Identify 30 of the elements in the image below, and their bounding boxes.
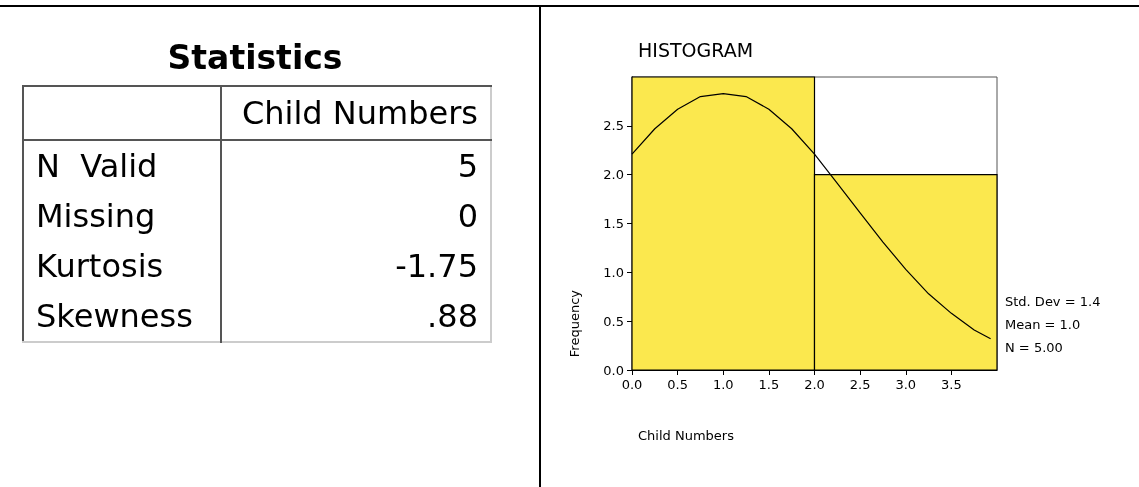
text: .88	[427, 297, 478, 335]
y-tick-label: 2.0	[603, 167, 624, 183]
x-tick-label: 1.5	[758, 377, 780, 392]
y-axis-title: Frequency	[567, 289, 582, 358]
y-tick-label: 0.5	[603, 313, 624, 329]
y-tick-label: 1.5	[603, 216, 624, 231]
text: -1.75	[395, 247, 478, 285]
x-tick-label: 3.5	[941, 377, 962, 392]
category-label: N Valid	[36, 147, 158, 185]
x-tick-label: 1.0	[712, 377, 734, 392]
x-tick-label: 3.0	[895, 377, 917, 392]
category-label: Skewness	[36, 297, 193, 335]
category-label: Missing	[36, 197, 156, 235]
x-tick-label: 2.0	[804, 377, 825, 392]
category-label: Kurtosis	[36, 247, 164, 285]
text: 0	[457, 197, 478, 235]
x-tick-label: 0.0	[621, 377, 643, 392]
text: 5	[457, 147, 478, 185]
text: N = 5.00	[1005, 340, 1063, 355]
x-axis-title: Child Numbers	[638, 428, 735, 443]
chart-title: HISTOGRAM	[638, 38, 754, 61]
text: Statistics	[166, 38, 344, 77]
x-tick-label: 0.5	[667, 377, 688, 392]
y-tick-label: 2.5	[603, 118, 624, 134]
y-tick-label: 1.0	[603, 264, 624, 280]
x-tick-label: 2.5	[849, 377, 871, 392]
category-label: Child Numbers	[221, 86, 491, 140]
text: Mean = 1.0	[1005, 317, 1081, 332]
y-tick-label: 0.0	[603, 362, 624, 378]
text: Std. Dev = 1.4	[1005, 294, 1101, 309]
